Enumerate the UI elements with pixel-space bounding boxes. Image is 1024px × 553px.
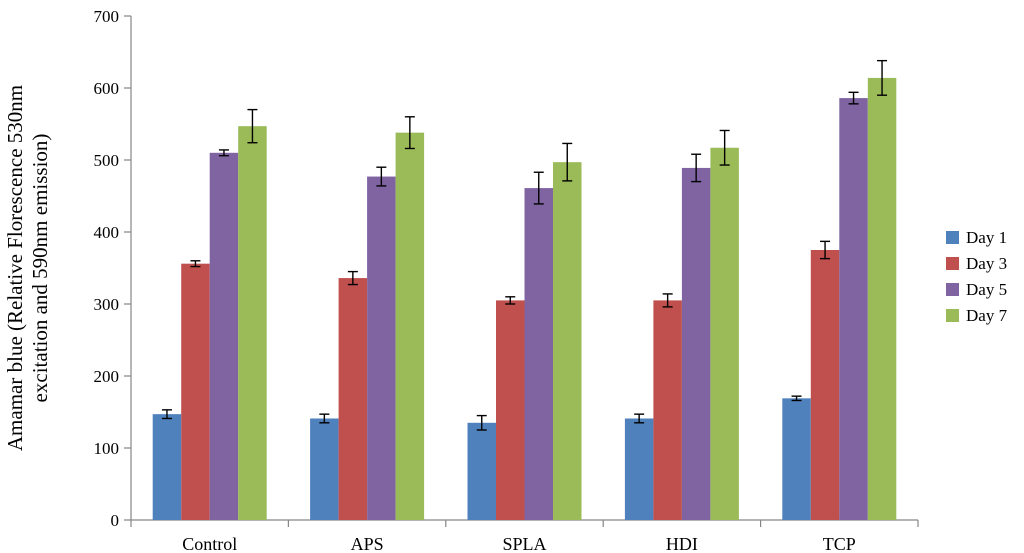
y-tick-label: 500 <box>94 151 120 170</box>
x-tick-label: Control <box>182 534 237 553</box>
legend-swatch <box>946 231 959 244</box>
bar <box>810 250 840 520</box>
bar <box>653 300 682 520</box>
bar <box>395 132 425 520</box>
bars-group <box>152 77 897 521</box>
legend-label: Day 5 <box>966 280 1007 299</box>
x-tick-labels: Control APS SPLA HDI TCP <box>182 534 856 553</box>
bar <box>710 147 739 520</box>
bar <box>496 300 525 520</box>
y-axis-title-line: excitation and 590nm emission) <box>28 134 52 403</box>
bar <box>238 126 267 520</box>
legend-label: Day 1 <box>966 228 1007 247</box>
legend-swatch <box>946 309 959 322</box>
y-axis-title-line: Amamar blue (Relative Florescence 530nm <box>3 85 27 451</box>
bar <box>338 278 368 520</box>
y-tick-labels: 0 100 200 300 400 500 600 700 <box>94 7 120 530</box>
bar <box>867 77 897 521</box>
bar <box>152 414 182 520</box>
legend-swatch <box>946 283 959 296</box>
y-tick-label: 700 <box>94 7 120 26</box>
y-tick-label: 200 <box>94 367 120 386</box>
y-tick-label: 100 <box>94 439 120 458</box>
legend-label: Day 3 <box>966 254 1007 273</box>
x-tick-label: APS <box>351 534 384 553</box>
bar <box>624 418 654 520</box>
legend: Day 1 Day 3 Day 5 Day 7 <box>946 228 1008 325</box>
bar <box>310 418 339 520</box>
y-tick-label: 0 <box>111 511 120 530</box>
bar <box>553 162 582 520</box>
bar <box>181 263 210 520</box>
legend-label: Day 7 <box>966 306 1008 325</box>
bar <box>782 398 811 520</box>
bar <box>839 98 868 520</box>
y-tick-label: 300 <box>94 295 120 314</box>
x-tick-label: TCP <box>823 534 856 553</box>
error-bars-group <box>161 59 888 431</box>
bar <box>367 176 396 520</box>
y-axis-label: Amamar blue (Relative Florescence 530nm e… <box>3 85 52 451</box>
x-tick-label: HDI <box>666 534 698 553</box>
bar <box>681 167 711 521</box>
bar <box>467 422 496 520</box>
y-tick-label: 600 <box>94 79 120 98</box>
bar <box>524 188 553 520</box>
legend-swatch <box>946 257 959 270</box>
bar <box>209 152 239 521</box>
y-tick-label: 400 <box>94 223 120 242</box>
x-tick-label: SPLA <box>502 534 546 553</box>
y-axis-title: Amamar blue (Relative Florescence 530nm e… <box>3 85 52 451</box>
